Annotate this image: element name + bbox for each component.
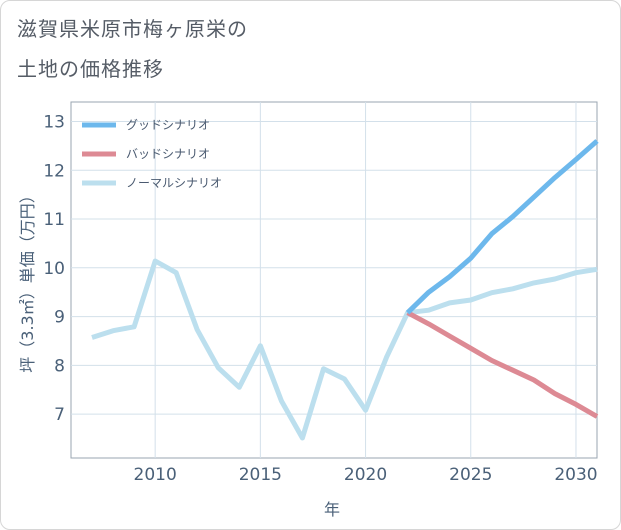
y-tick-label: 8 (54, 356, 65, 376)
series-line-2 (91, 258, 598, 441)
y-tick-label: 10 (43, 259, 65, 279)
x-axis-label: 年 (324, 500, 340, 519)
y-tick-label: 13 (43, 113, 65, 133)
series-lines (91, 139, 599, 441)
y-tick-label: 9 (54, 308, 65, 328)
legend-label: ノーマルシナリオ (126, 176, 222, 190)
y-tick-label: 12 (43, 161, 65, 181)
y-tick-labels: 7 8 9 10 11 12 13 (43, 113, 65, 426)
y-axis-label: 坪（3.3㎡）単価（万円） (18, 187, 37, 372)
legend-label: バッドシナリオ (126, 147, 210, 161)
legend-label: グッドシナリオ (126, 118, 210, 132)
chart-title-line2: 土地の価格推移 (17, 57, 164, 81)
x-tick-label: 2020 (344, 465, 387, 485)
x-tick-label: 2010 (134, 465, 177, 485)
x-tick-label: 2030 (554, 465, 597, 485)
chart-title-line1: 滋賀県米原市梅ヶ原栄の (17, 17, 248, 41)
plot-area (70, 101, 598, 459)
y-tick-label: 11 (43, 210, 65, 230)
gridlines (71, 102, 597, 458)
x-tick-label: 2015 (239, 465, 282, 485)
series-line-1 (406, 310, 599, 419)
x-tick-labels: 2010 2015 2020 2025 2030 (134, 465, 598, 485)
series-line-0 (405, 139, 599, 315)
y-tick-label: 7 (54, 405, 65, 425)
x-tick-label: 2025 (449, 465, 492, 485)
